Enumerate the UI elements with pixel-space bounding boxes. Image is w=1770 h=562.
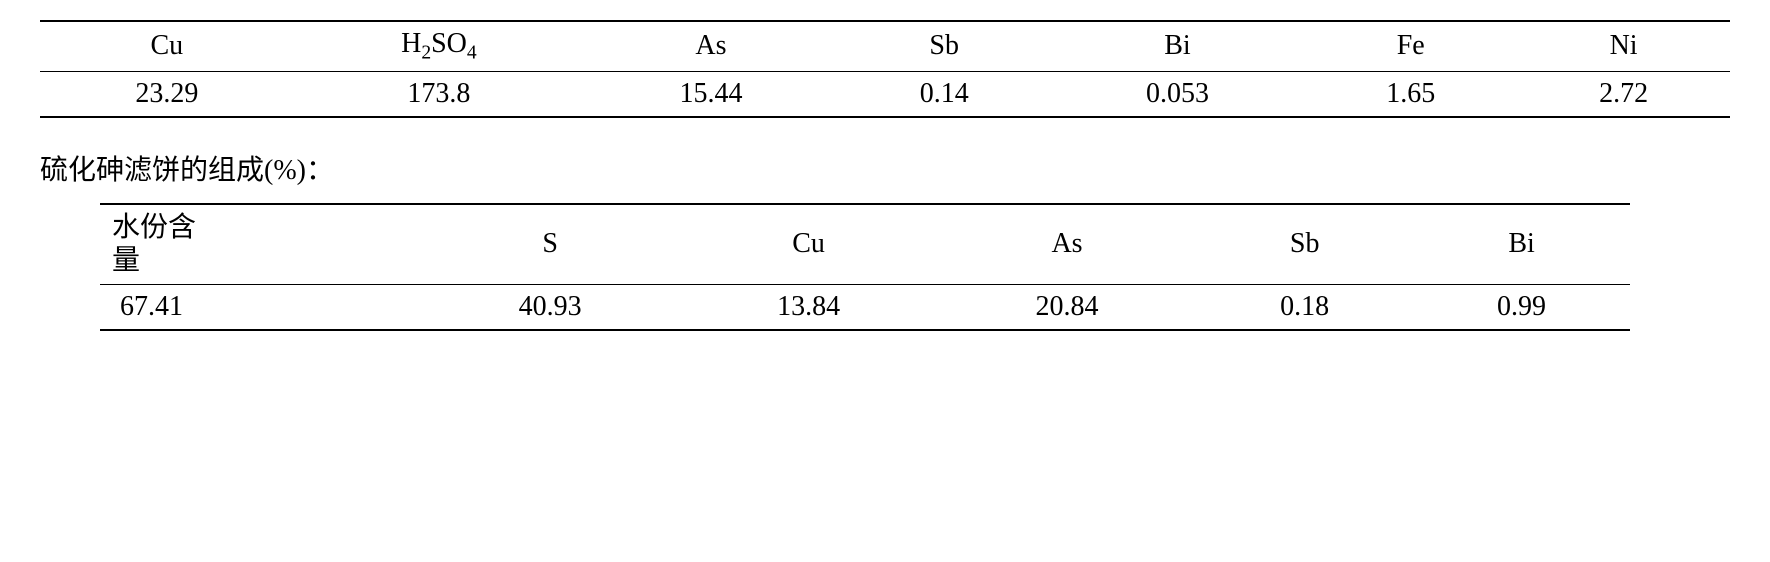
col-header: Sb: [1196, 204, 1413, 285]
composition-table-1: Cu H2SO4 As Sb Bi Fe Ni 23.29 173.8 15.4…: [40, 20, 1730, 118]
col-header: As: [938, 204, 1196, 285]
cell: 67.41: [100, 284, 421, 330]
cell: 13.84: [679, 284, 937, 330]
table-header-row: 水份含量 S Cu As Sb Bi: [100, 204, 1630, 285]
col-header: Bi: [1051, 21, 1305, 71]
cell: 0.053: [1051, 71, 1305, 117]
table-header-row: Cu H2SO4 As Sb Bi Fe Ni: [40, 21, 1730, 71]
cell: 1.65: [1304, 71, 1517, 117]
col-header: Ni: [1517, 21, 1730, 71]
cell: 173.8: [294, 71, 584, 117]
cell: 40.93: [421, 284, 679, 330]
table-row: 67.41 40.93 13.84 20.84 0.18 0.99: [100, 284, 1630, 330]
col-header: S: [421, 204, 679, 285]
cell: 2.72: [1517, 71, 1730, 117]
col-header: H2SO4: [294, 21, 584, 71]
cell: 20.84: [938, 284, 1196, 330]
col-header: Bi: [1413, 204, 1630, 285]
col-header: Fe: [1304, 21, 1517, 71]
cell: 23.29: [40, 71, 294, 117]
table2-caption: 硫化砷滤饼的组成(%)：: [40, 148, 1730, 188]
cell: 0.99: [1413, 284, 1630, 330]
cell: 0.18: [1196, 284, 1413, 330]
col-header: Cu: [40, 21, 294, 71]
col-header: Sb: [838, 21, 1051, 71]
col-header: Cu: [679, 204, 937, 285]
col-header: 水份含量: [100, 204, 421, 285]
composition-table-2: 水份含量 S Cu As Sb Bi 67.41 40.93 13.84 20.…: [100, 203, 1630, 331]
cell: 0.14: [838, 71, 1051, 117]
table-row: 23.29 173.8 15.44 0.14 0.053 1.65 2.72: [40, 71, 1730, 117]
cell: 15.44: [584, 71, 838, 117]
col-header: As: [584, 21, 838, 71]
